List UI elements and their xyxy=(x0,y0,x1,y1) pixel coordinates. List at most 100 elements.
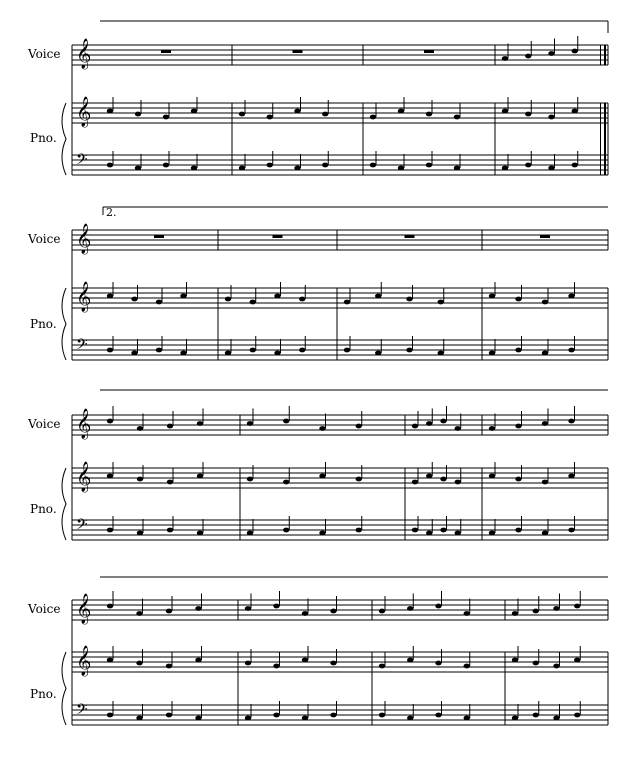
note-head xyxy=(541,299,549,305)
bass-clef-icon: 𝄢 xyxy=(76,701,88,722)
note-head xyxy=(571,48,578,54)
note-head xyxy=(134,165,142,171)
note-head xyxy=(440,476,447,482)
note-head xyxy=(369,162,377,168)
piano-brace xyxy=(61,651,67,726)
note-head xyxy=(574,657,581,663)
bass-clef-icon: 𝄢 xyxy=(76,336,88,357)
treble-clef-icon: 𝄞 xyxy=(76,96,91,128)
note-head xyxy=(249,299,256,305)
note-head xyxy=(136,530,144,536)
note-head xyxy=(525,162,532,168)
note-head xyxy=(244,660,252,666)
note-head xyxy=(463,663,470,669)
note-head xyxy=(134,111,142,117)
piano-brace xyxy=(61,467,67,541)
note-head xyxy=(195,657,202,663)
note-head xyxy=(246,421,254,426)
treble-clef-icon: 𝄞 xyxy=(76,223,91,255)
note-head xyxy=(426,473,433,479)
note-head xyxy=(397,165,405,171)
note-head xyxy=(343,347,351,353)
whole-rest xyxy=(154,235,164,238)
note-head xyxy=(165,712,173,718)
instrument-label-voice: Voice xyxy=(28,417,61,431)
note-head xyxy=(273,712,280,718)
note-head xyxy=(246,476,254,482)
treble-clef-icon: 𝄞 xyxy=(76,38,91,70)
note-head xyxy=(165,663,173,669)
instrument-label-voice: Voice xyxy=(28,232,61,246)
note-head xyxy=(375,350,382,356)
note-head xyxy=(131,296,138,302)
note-head xyxy=(190,108,198,114)
note-head xyxy=(411,527,419,533)
note-head xyxy=(106,473,114,479)
note-head xyxy=(440,418,447,424)
note-head xyxy=(454,426,461,431)
note-head xyxy=(407,657,414,663)
repeat-barline xyxy=(600,103,601,175)
note-head xyxy=(273,663,280,669)
note-head xyxy=(532,712,539,718)
note-head xyxy=(162,114,170,120)
note-head xyxy=(249,347,256,353)
instrument-label-voice: Voice xyxy=(28,47,61,61)
note-head xyxy=(319,530,326,536)
note-head xyxy=(488,473,496,479)
note-head xyxy=(224,350,232,356)
note-head xyxy=(488,293,496,299)
note-head xyxy=(301,611,309,616)
note-head xyxy=(525,53,532,59)
note-head xyxy=(106,293,114,299)
note-head xyxy=(435,712,442,718)
note-head xyxy=(397,108,405,114)
note-head xyxy=(106,603,114,609)
note-head xyxy=(195,606,202,611)
note-head xyxy=(501,108,509,114)
repeat-barline xyxy=(600,45,601,65)
note-head xyxy=(106,418,114,424)
note-head xyxy=(375,293,382,299)
note-head xyxy=(541,350,549,356)
bass-clef-icon: 𝄢 xyxy=(76,151,88,172)
note-head xyxy=(155,299,163,305)
note-head xyxy=(515,527,522,533)
note-head xyxy=(274,350,281,356)
note-head xyxy=(553,606,560,611)
note-head xyxy=(378,608,386,614)
note-head xyxy=(488,530,496,536)
note-head xyxy=(283,527,290,533)
whole-rest xyxy=(404,235,415,238)
note-head xyxy=(136,715,143,721)
note-head xyxy=(106,527,114,533)
note-head xyxy=(283,479,290,485)
note-head xyxy=(136,476,144,482)
note-head xyxy=(407,606,414,611)
whole-rest xyxy=(540,235,550,238)
note-head xyxy=(238,165,246,171)
piano-brace xyxy=(61,102,67,176)
note-head xyxy=(330,608,337,614)
note-head xyxy=(196,530,204,536)
note-head xyxy=(548,51,555,56)
note-head xyxy=(299,347,306,353)
note-head xyxy=(246,530,254,536)
note-head xyxy=(369,114,377,120)
note-head xyxy=(238,111,246,117)
whole-rest xyxy=(272,235,283,238)
note-head xyxy=(435,660,442,666)
note-head xyxy=(224,296,232,302)
note-head xyxy=(437,299,444,305)
note-head xyxy=(155,347,163,353)
note-head xyxy=(180,293,187,299)
note-head xyxy=(435,603,442,609)
repeat-barline xyxy=(604,45,606,65)
note-head xyxy=(437,350,444,356)
note-head xyxy=(136,426,144,431)
note-head xyxy=(568,473,575,479)
note-head xyxy=(355,476,362,482)
note-head xyxy=(407,715,414,721)
note-head xyxy=(440,527,447,533)
note-head xyxy=(426,530,433,536)
